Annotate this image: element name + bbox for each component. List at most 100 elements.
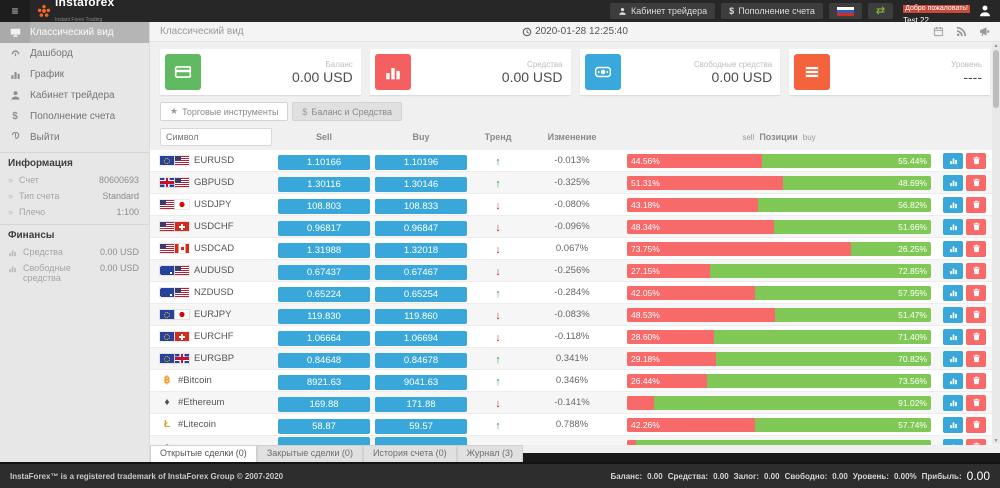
scrollbar-thumb[interactable] [993,50,999,108]
deposit-button[interactable]: $ Пополнение счета [721,3,823,19]
sell-price-button[interactable]: 58.87 [278,418,370,434]
buy-cell: 1.32018 [375,240,467,258]
open-chart-button[interactable] [943,416,963,433]
symbol-cell: EURUSD [160,155,278,166]
trash-icon [972,178,981,187]
menu-toggle-icon[interactable]: ≡ [0,0,30,22]
remove-symbol-button[interactable] [966,328,986,345]
bottom-tab[interactable]: Открытые сделки (0) [150,445,257,462]
sidebar-item-chart[interactable]: График [0,64,149,85]
sell-price-button[interactable] [278,436,370,445]
sell-price-button[interactable]: 1.10166 [278,154,370,170]
language-flag-button[interactable] [828,3,862,19]
sell-price-button[interactable]: 0.96817 [278,220,370,236]
remove-symbol-button[interactable] [966,196,986,213]
open-chart-button[interactable] [943,152,963,169]
bars-icon [374,54,411,90]
sell-price-button[interactable]: 0.84648 [278,352,370,368]
remove-symbol-button[interactable] [966,240,986,257]
remove-symbol-button[interactable] [966,372,986,389]
scroll-down-icon[interactable]: ▼ [993,438,999,444]
buy-price-button[interactable]: 0.84678 [375,352,467,368]
buy-price-button[interactable]: 0.67467 [375,264,467,280]
bottom-tab[interactable]: Закрытые сделки (0) [256,445,363,462]
open-chart-button[interactable] [943,174,963,191]
menu-icon [803,63,821,81]
symbol-search-input[interactable] [160,128,272,146]
buy-price-button[interactable]: 119.860 [375,308,467,324]
remove-symbol-button[interactable] [966,350,986,367]
buy-cell: 9041.63 [375,372,467,390]
transfer-button[interactable]: ⇄ [867,3,894,19]
info-value: 80600693 [98,175,139,185]
stat-card-value: ---- [963,68,982,85]
trader-cabinet-button[interactable]: Кабинет трейдера [610,3,716,19]
buy-price-button[interactable]: 1.30146 [375,176,467,192]
sell-price-button[interactable]: 108.803 [278,198,370,214]
col-sell: Sell [315,132,332,142]
trend-up-icon: ↑ [495,177,501,190]
calendar-icon[interactable] [933,26,944,37]
positions-sell-segment: 73.75% [627,241,852,256]
trading-instruments-tab[interactable]: ★ Торговые инструменты [160,102,289,121]
remove-symbol-button[interactable] [966,284,986,301]
chart-icon [949,420,958,429]
bottom-tab[interactable]: История счета (0) [362,445,457,462]
sidebar-item-user[interactable]: Кабинет трейдера [0,85,149,106]
open-chart-button[interactable] [943,438,963,445]
positions-buy-segment: 72.85% [898,265,927,276]
buy-price-button[interactable]: 108.833 [375,198,467,214]
sidebar-finance-row: Средства 0.00 USD [0,244,149,260]
open-chart-button[interactable] [943,328,963,345]
sidebar-item-dollar[interactable]: $ Пополнение счета [0,106,149,127]
remove-symbol-button[interactable] [966,416,986,433]
sell-price-button[interactable]: 1.06664 [278,330,370,346]
stat-card-label: Уровень [951,59,982,69]
open-chart-button[interactable] [943,196,963,213]
sell-price-button[interactable]: 0.65224 [278,286,370,302]
remove-symbol-button[interactable] [966,152,986,169]
remove-symbol-button[interactable] [966,174,986,191]
avatar-icon[interactable] [978,4,992,18]
sell-price-button[interactable]: 8921.63 [278,374,370,390]
buy-price-button[interactable] [375,436,467,445]
buy-price-button[interactable]: 171.88 [375,396,467,412]
buy-price-button[interactable]: 59.57 [375,418,467,434]
buy-price-button[interactable]: 0.96847 [375,220,467,236]
table-header: Sell Buy Тренд Изменение sell Позиции bu… [150,126,1000,150]
open-chart-button[interactable] [943,350,963,367]
buy-price-button[interactable]: 1.10196 [375,154,467,170]
open-chart-button[interactable] [943,394,963,411]
sell-price-button[interactable]: 1.31988 [278,242,370,258]
rss-icon[interactable] [956,26,967,37]
scroll-up-icon[interactable]: ▲ [993,43,999,49]
sidebar-item-monitor[interactable]: Классический вид [0,22,149,43]
open-chart-button[interactable] [943,306,963,323]
buy-price-button[interactable]: 1.06694 [375,330,467,346]
megaphone-icon[interactable] [979,26,990,37]
scrollbar[interactable]: ▲ ▼ [992,43,1000,444]
remove-symbol-button[interactable] [966,438,986,445]
open-chart-button[interactable] [943,262,963,279]
sidebar-item-power[interactable]: Выйти [0,127,149,148]
buy-price-button[interactable]: 1.32018 [375,242,467,258]
chart-icon [949,332,958,341]
bottom-tab[interactable]: Журнал (3) [456,445,524,462]
open-chart-button[interactable] [943,240,963,257]
sell-price-button[interactable]: 119.830 [278,308,370,324]
remove-symbol-button[interactable] [966,262,986,279]
sell-price-button[interactable]: 0.67437 [278,264,370,280]
sell-price-button[interactable]: 169.88 [278,396,370,412]
sidebar-item-dashboard[interactable]: Дашборд [0,43,149,64]
sell-price-button[interactable]: 1.30116 [278,176,370,192]
buy-price-button[interactable]: 9041.63 [375,374,467,390]
open-chart-button[interactable] [943,284,963,301]
remove-symbol-button[interactable] [966,306,986,323]
open-chart-button[interactable] [943,218,963,235]
remove-symbol-button[interactable] [966,394,986,411]
balance-funds-tab[interactable]: $ Баланс и Средства [292,102,402,121]
buy-price-button[interactable]: 0.65254 [375,286,467,302]
open-chart-button[interactable] [943,372,963,389]
remove-symbol-button[interactable] [966,218,986,235]
stat-card-body: Уровень ---- [951,60,982,85]
